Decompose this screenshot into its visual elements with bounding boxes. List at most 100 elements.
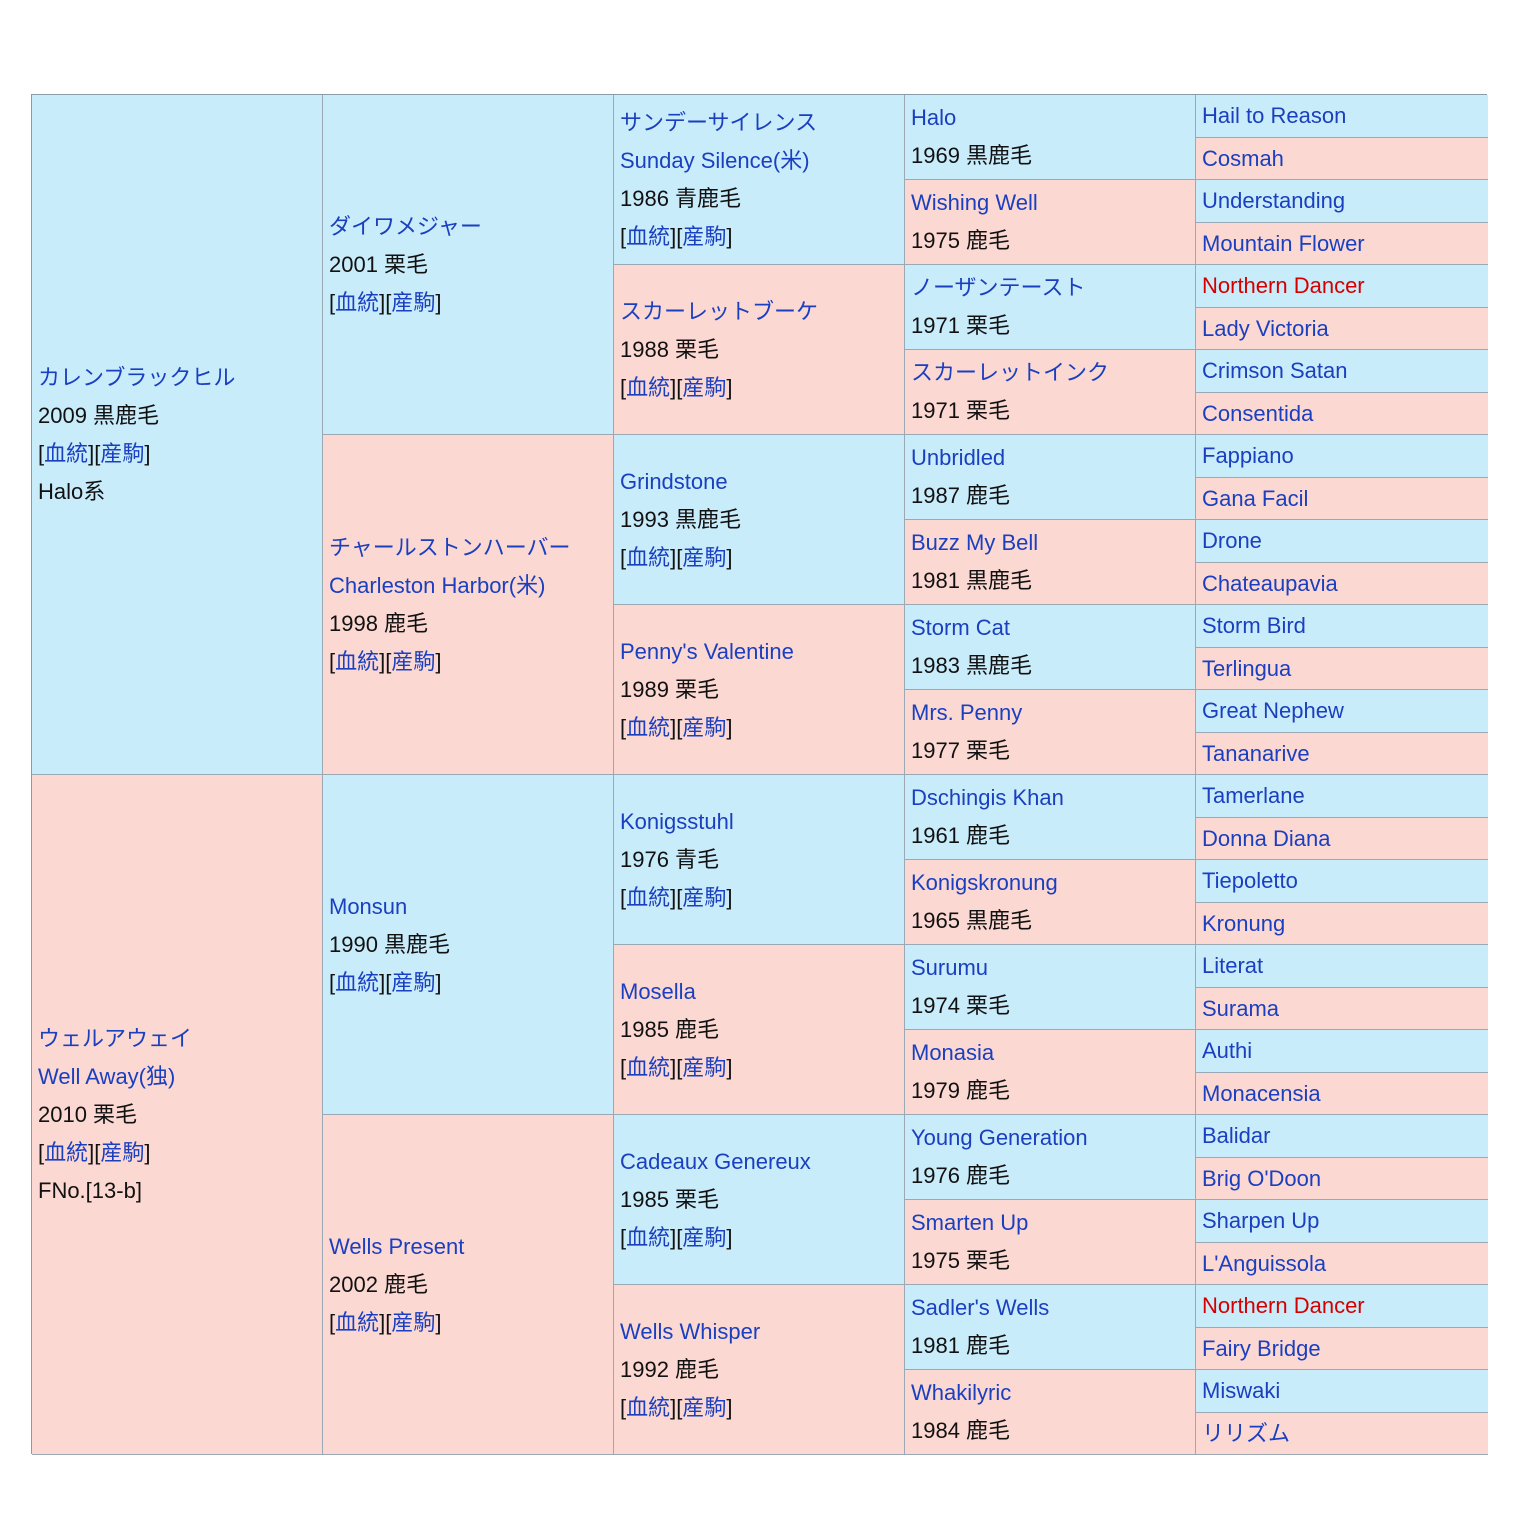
horse-name-link[interactable]: Sadler's Wells bbox=[911, 1295, 1050, 1320]
bloodline-progeny-links: [血統][産駒] bbox=[620, 223, 733, 249]
horse-name-link[interactable]: L'Anguissola bbox=[1202, 1250, 1327, 1276]
progeny-link[interactable]: 産駒 bbox=[682, 1394, 727, 1420]
progeny-link[interactable]: 産駒 bbox=[682, 223, 727, 249]
horse-name-link[interactable]: スカーレットインク bbox=[911, 360, 1110, 385]
ancestor-cell-gen5-15: Great Nephew bbox=[1196, 690, 1488, 733]
horse-name-link[interactable]: Konigsstuhl bbox=[620, 808, 734, 834]
horse-name-link[interactable]: Chateaupavia bbox=[1202, 570, 1338, 596]
horse-name-link[interactable]: Surumu bbox=[911, 955, 989, 980]
horse-name-link[interactable]: Lady Victoria bbox=[1202, 315, 1329, 341]
horse-name-link[interactable]: Sunday Silence(米) bbox=[620, 147, 810, 173]
horse-name-link[interactable]: Whakilyric bbox=[911, 1380, 1012, 1405]
bloodline-link[interactable]: 血統 bbox=[626, 1054, 671, 1080]
horse-name-link[interactable]: Wells Whisper bbox=[620, 1318, 761, 1344]
horse-name-link[interactable]: Monacensia bbox=[1202, 1080, 1321, 1106]
horse-name-link[interactable]: Brig O'Doon bbox=[1202, 1165, 1322, 1191]
horse-name-link[interactable]: Sharpen Up bbox=[1202, 1208, 1320, 1233]
progeny-link[interactable]: 産駒 bbox=[682, 714, 727, 740]
horse-name-link[interactable]: Understanding bbox=[1202, 188, 1346, 213]
horse-name-link[interactable]: Buzz My Bell bbox=[911, 530, 1039, 555]
horse-name-link[interactable]: Storm Bird bbox=[1202, 613, 1306, 638]
bloodline-link[interactable]: 血統 bbox=[626, 714, 671, 740]
horse-name-link[interactable]: Charleston Harbor(米) bbox=[329, 572, 546, 598]
horse-name-link[interactable]: Kronung bbox=[1202, 910, 1286, 936]
bloodline-link[interactable]: 血統 bbox=[626, 1224, 671, 1250]
horse-name-link[interactable]: Unbridled bbox=[911, 445, 1006, 470]
horse-name-link[interactable]: Northern Dancer bbox=[1202, 273, 1365, 298]
horse-name-link[interactable]: Dschingis Khan bbox=[911, 785, 1064, 810]
horse-name-link[interactable]: Miswaki bbox=[1202, 1378, 1281, 1403]
horse-name-link[interactable]: Surama bbox=[1202, 995, 1280, 1021]
progeny-link[interactable]: 産駒 bbox=[100, 1139, 145, 1165]
progeny-link[interactable]: 産駒 bbox=[682, 374, 727, 400]
bloodline-progeny-links: [血統][産駒] bbox=[329, 648, 442, 674]
horse-name-link[interactable]: Tananarive bbox=[1202, 740, 1310, 766]
horse-name-link[interactable]: Mosella bbox=[620, 978, 696, 1004]
horse-name-link[interactable]: カレンブラックヒル bbox=[38, 364, 236, 390]
horse-name-link[interactable]: Fappiano bbox=[1202, 443, 1294, 468]
horse-name-link[interactable]: Literat bbox=[1202, 953, 1264, 978]
horse-name-link[interactable]: Young Generation bbox=[911, 1125, 1088, 1150]
bloodline-link[interactable]: 血統 bbox=[44, 440, 89, 466]
horse-name-link[interactable]: Great Nephew bbox=[1202, 698, 1344, 723]
horse-name-link[interactable]: Northern Dancer bbox=[1202, 1293, 1365, 1318]
bloodline-link[interactable]: 血統 bbox=[335, 289, 380, 315]
horse-name-link[interactable]: Smarten Up bbox=[911, 1210, 1029, 1235]
horse-name-link[interactable]: Mrs. Penny bbox=[911, 700, 1023, 725]
progeny-link[interactable]: 産駒 bbox=[682, 1224, 727, 1250]
bloodline-link[interactable]: 血統 bbox=[335, 1309, 380, 1335]
horse-name-link[interactable]: Drone bbox=[1202, 528, 1262, 553]
horse-name-link[interactable]: Grindstone bbox=[620, 468, 728, 494]
horse-name-link[interactable]: Hail to Reason bbox=[1202, 103, 1347, 128]
horse-name-link[interactable]: Monasia bbox=[911, 1040, 995, 1065]
progeny-link[interactable]: 産駒 bbox=[391, 648, 436, 674]
horse-name-link[interactable]: ウェルアウェイ bbox=[38, 1025, 193, 1051]
bloodline-progeny-links: [血統][産駒] bbox=[620, 884, 733, 910]
progeny-link[interactable]: 産駒 bbox=[100, 440, 145, 466]
horse-name-link[interactable]: Konigskronung bbox=[911, 870, 1058, 895]
horse-name-link[interactable]: Crimson Satan bbox=[1202, 358, 1348, 383]
horse-name-link[interactable]: サンデーサイレンス bbox=[620, 109, 818, 135]
bloodline-link[interactable]: 血統 bbox=[335, 648, 380, 674]
horse-name-link[interactable]: Halo bbox=[911, 105, 957, 130]
horse-name-link[interactable]: Terlingua bbox=[1202, 655, 1292, 681]
horse-name-link[interactable]: Well Away(独) bbox=[38, 1063, 176, 1089]
horse-name-link[interactable]: Wishing Well bbox=[911, 190, 1038, 215]
horse-name-link[interactable]: Monsun bbox=[329, 893, 408, 919]
horse-name-link[interactable]: スカーレットブーケ bbox=[620, 298, 819, 324]
bloodline-link[interactable]: 血統 bbox=[626, 1394, 671, 1420]
horse-name-link[interactable]: Mountain Flower bbox=[1202, 230, 1365, 256]
bloodline-link[interactable]: 血統 bbox=[335, 969, 380, 995]
bloodline-link[interactable]: 血統 bbox=[626, 223, 671, 249]
horse-name-link[interactable]: Wells Present bbox=[329, 1233, 465, 1259]
horse-name-link[interactable]: Consentida bbox=[1202, 400, 1314, 426]
progeny-link[interactable]: 産駒 bbox=[682, 1054, 727, 1080]
horse-name-link[interactable]: Cadeaux Genereux bbox=[620, 1148, 811, 1174]
horse-name-link[interactable]: Penny's Valentine bbox=[620, 638, 794, 664]
progeny-link[interactable]: 産駒 bbox=[391, 289, 436, 315]
progeny-link[interactable]: 産駒 bbox=[391, 969, 436, 995]
bloodline-link[interactable]: 血統 bbox=[44, 1139, 89, 1165]
progeny-link[interactable]: 産駒 bbox=[682, 884, 727, 910]
ancestor-cell-gen5-20: Kronung bbox=[1196, 903, 1488, 945]
progeny-link[interactable]: 産駒 bbox=[682, 544, 727, 570]
horse-name-link[interactable]: Balidar bbox=[1202, 1123, 1271, 1148]
horse-name-link[interactable]: Cosmah bbox=[1202, 145, 1284, 171]
horse-name-link[interactable]: Storm Cat bbox=[911, 615, 1011, 640]
ancestor-cell-gen1-1: カレンブラックヒル 2009 黒鹿毛 [血統][産駒] Halo系 bbox=[32, 95, 323, 775]
horse-name-link[interactable]: ノーザンテースト bbox=[911, 275, 1086, 300]
birth-year-coat: 1984 鹿毛 bbox=[911, 1418, 1011, 1443]
horse-name-link[interactable]: Authi bbox=[1202, 1038, 1253, 1063]
horse-name-link[interactable]: Tamerlane bbox=[1202, 783, 1305, 808]
horse-name-link[interactable]: チャールストンハーバー bbox=[329, 534, 571, 560]
horse-name-link[interactable]: Tiepoletto bbox=[1202, 868, 1298, 893]
bloodline-link[interactable]: 血統 bbox=[626, 544, 671, 570]
progeny-link[interactable]: 産駒 bbox=[391, 1309, 436, 1335]
horse-name-link[interactable]: Fairy Bridge bbox=[1202, 1335, 1321, 1361]
horse-name-link[interactable]: Gana Facil bbox=[1202, 485, 1309, 511]
bloodline-link[interactable]: 血統 bbox=[626, 884, 671, 910]
horse-name-link[interactable]: リリズム bbox=[1202, 1420, 1291, 1446]
horse-name-link[interactable]: ダイワメジャー bbox=[329, 213, 482, 239]
horse-name-link[interactable]: Donna Diana bbox=[1202, 825, 1331, 851]
bloodline-link[interactable]: 血統 bbox=[626, 374, 671, 400]
